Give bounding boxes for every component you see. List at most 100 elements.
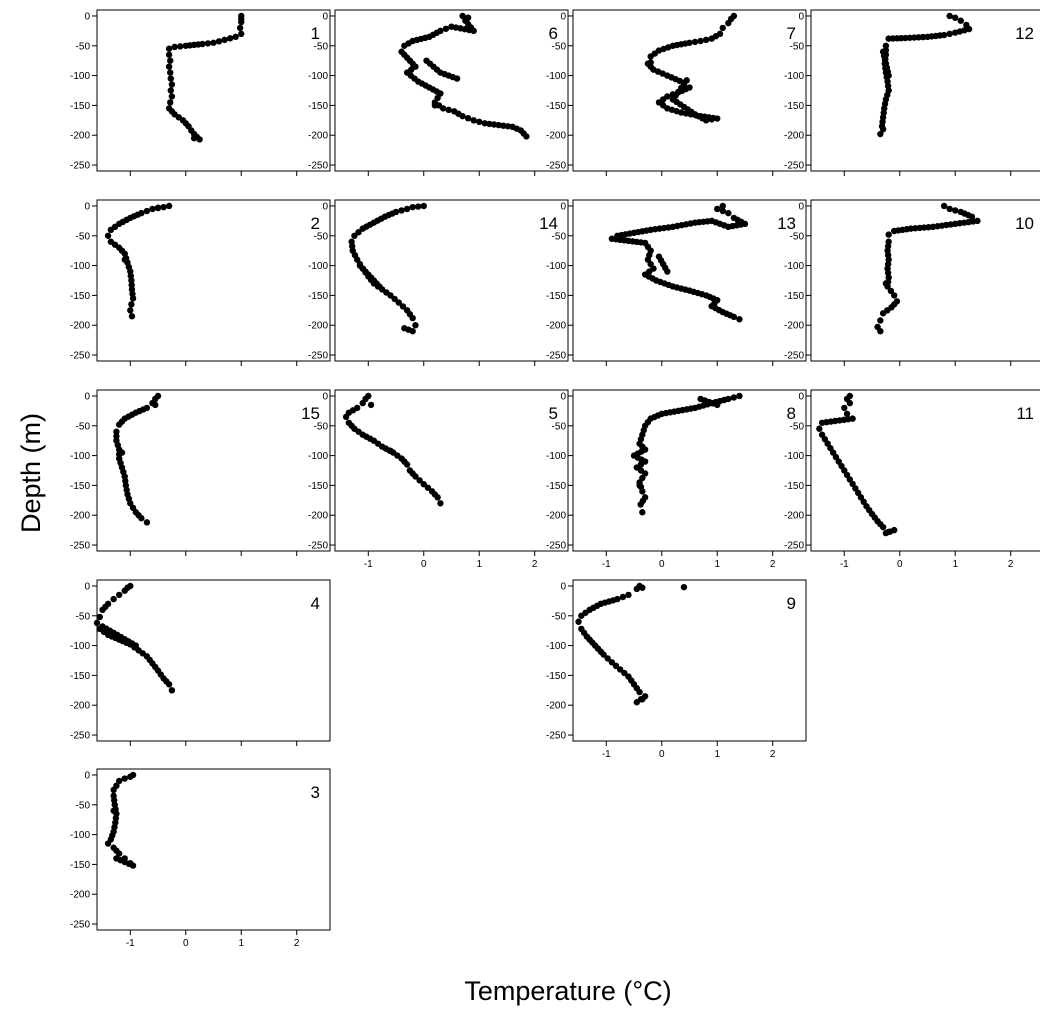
- y-tick-label: 0: [560, 391, 566, 402]
- y-tick-label: -100: [546, 641, 566, 652]
- data-point: [196, 136, 203, 143]
- data-point: [409, 314, 416, 322]
- y-tick-label: -150: [70, 291, 90, 302]
- y-tick-label: -150: [546, 671, 566, 682]
- panel-frame: [96, 199, 331, 362]
- data-point: [691, 38, 699, 46]
- panel-label: 3: [311, 783, 320, 802]
- panel-frame: [96, 579, 331, 742]
- x-tick-label: 1: [714, 559, 720, 570]
- panel-label: 10: [1015, 214, 1034, 233]
- y-tick-label: -200: [308, 131, 328, 142]
- panel-label: 12: [1015, 24, 1034, 43]
- data-point: [459, 112, 466, 120]
- y-tick-label: -150: [70, 671, 90, 682]
- data-point: [730, 313, 738, 321]
- data-point: [238, 30, 245, 38]
- y-tick-label: 0: [84, 11, 90, 22]
- y-tick-label: -200: [70, 321, 90, 332]
- y-tick-label: -100: [784, 261, 804, 272]
- data-point: [708, 35, 715, 42]
- y-tick-label: -100: [70, 641, 90, 652]
- panel-frame: [572, 389, 807, 552]
- data-point: [736, 392, 743, 400]
- data-point: [647, 59, 654, 66]
- data-point: [355, 229, 362, 236]
- data-point: [398, 207, 405, 214]
- y-tick-label: -250: [784, 351, 804, 362]
- data-point: [885, 231, 892, 238]
- data-point: [882, 280, 890, 287]
- data-point: [877, 317, 884, 324]
- data-point: [167, 87, 174, 94]
- y-tick-label: -150: [308, 291, 328, 302]
- data-point: [143, 519, 151, 526]
- data-point: [409, 203, 416, 211]
- y-tick-label: -150: [546, 101, 566, 112]
- data-point: [226, 35, 234, 42]
- x-tick-label: -1: [364, 559, 373, 570]
- data-point: [843, 410, 851, 418]
- data-point: [655, 253, 663, 260]
- data-point: [877, 327, 884, 335]
- data-point: [891, 292, 898, 299]
- data-point: [104, 840, 112, 847]
- y-tick-label: -100: [70, 830, 90, 841]
- data-point: [359, 225, 366, 232]
- data-point: [619, 593, 627, 601]
- data-point: [167, 75, 174, 82]
- x-tick-label: 1: [476, 559, 482, 570]
- data-point: [118, 449, 126, 456]
- panel-6: 0 -50 -100 -150 -200 -250 6: [308, 9, 569, 176]
- data-point: [470, 117, 477, 124]
- y-tick-label: 0: [84, 391, 90, 402]
- y-tick-label: -250: [70, 161, 90, 172]
- data-point: [846, 399, 854, 407]
- data-point: [879, 48, 887, 55]
- panel-label: 15: [301, 404, 320, 423]
- panel-frame: [96, 9, 331, 172]
- panel-label: 14: [539, 214, 558, 233]
- y-tick-label: -200: [70, 511, 90, 522]
- data-point: [578, 612, 585, 619]
- x-tick-label: -1: [126, 938, 135, 949]
- y-tick-label: -250: [70, 920, 90, 931]
- x-tick-label: 2: [770, 559, 776, 570]
- data-point: [677, 109, 685, 116]
- data-point: [395, 299, 402, 306]
- data-point: [442, 25, 450, 32]
- y-tick-label: -200: [308, 321, 328, 332]
- y-tick-label: -100: [308, 261, 328, 272]
- y-tick-label: -150: [784, 481, 804, 492]
- data-point: [683, 77, 690, 84]
- panel-label: 2: [311, 214, 320, 233]
- y-tick-label: -50: [76, 421, 91, 432]
- data-point: [356, 262, 364, 269]
- panel-label: 8: [787, 404, 796, 423]
- data-point: [697, 37, 704, 45]
- panel-10: 0 -50 -100 -150 -200 -250 10: [784, 199, 1040, 366]
- data-point: [238, 18, 245, 26]
- data-point: [957, 17, 964, 24]
- panel-label: 5: [549, 404, 558, 423]
- data-point: [600, 651, 607, 658]
- y-tick-label: -200: [70, 131, 90, 142]
- y-tick-label: -250: [546, 541, 566, 552]
- data-point: [612, 662, 620, 670]
- data-point: [177, 43, 184, 50]
- data-point: [621, 669, 628, 677]
- panel-7: 0 -50 -100 -150 -200 -250 7: [546, 9, 807, 176]
- data-point: [104, 232, 112, 239]
- panel-3: 0 -50 -100 -150 -200 -250 -1 0 1 2 3: [70, 768, 331, 949]
- data-point: [138, 515, 145, 522]
- x-tick-label: 0: [897, 559, 903, 570]
- y-tick-label: -250: [70, 731, 90, 742]
- data-point: [391, 295, 398, 303]
- data-point: [625, 591, 632, 599]
- data-point: [204, 40, 212, 47]
- x-tick-label: -1: [602, 559, 611, 570]
- x-tick-label: 2: [770, 749, 776, 760]
- data-point: [636, 688, 643, 696]
- y-tick-label: 0: [84, 581, 90, 592]
